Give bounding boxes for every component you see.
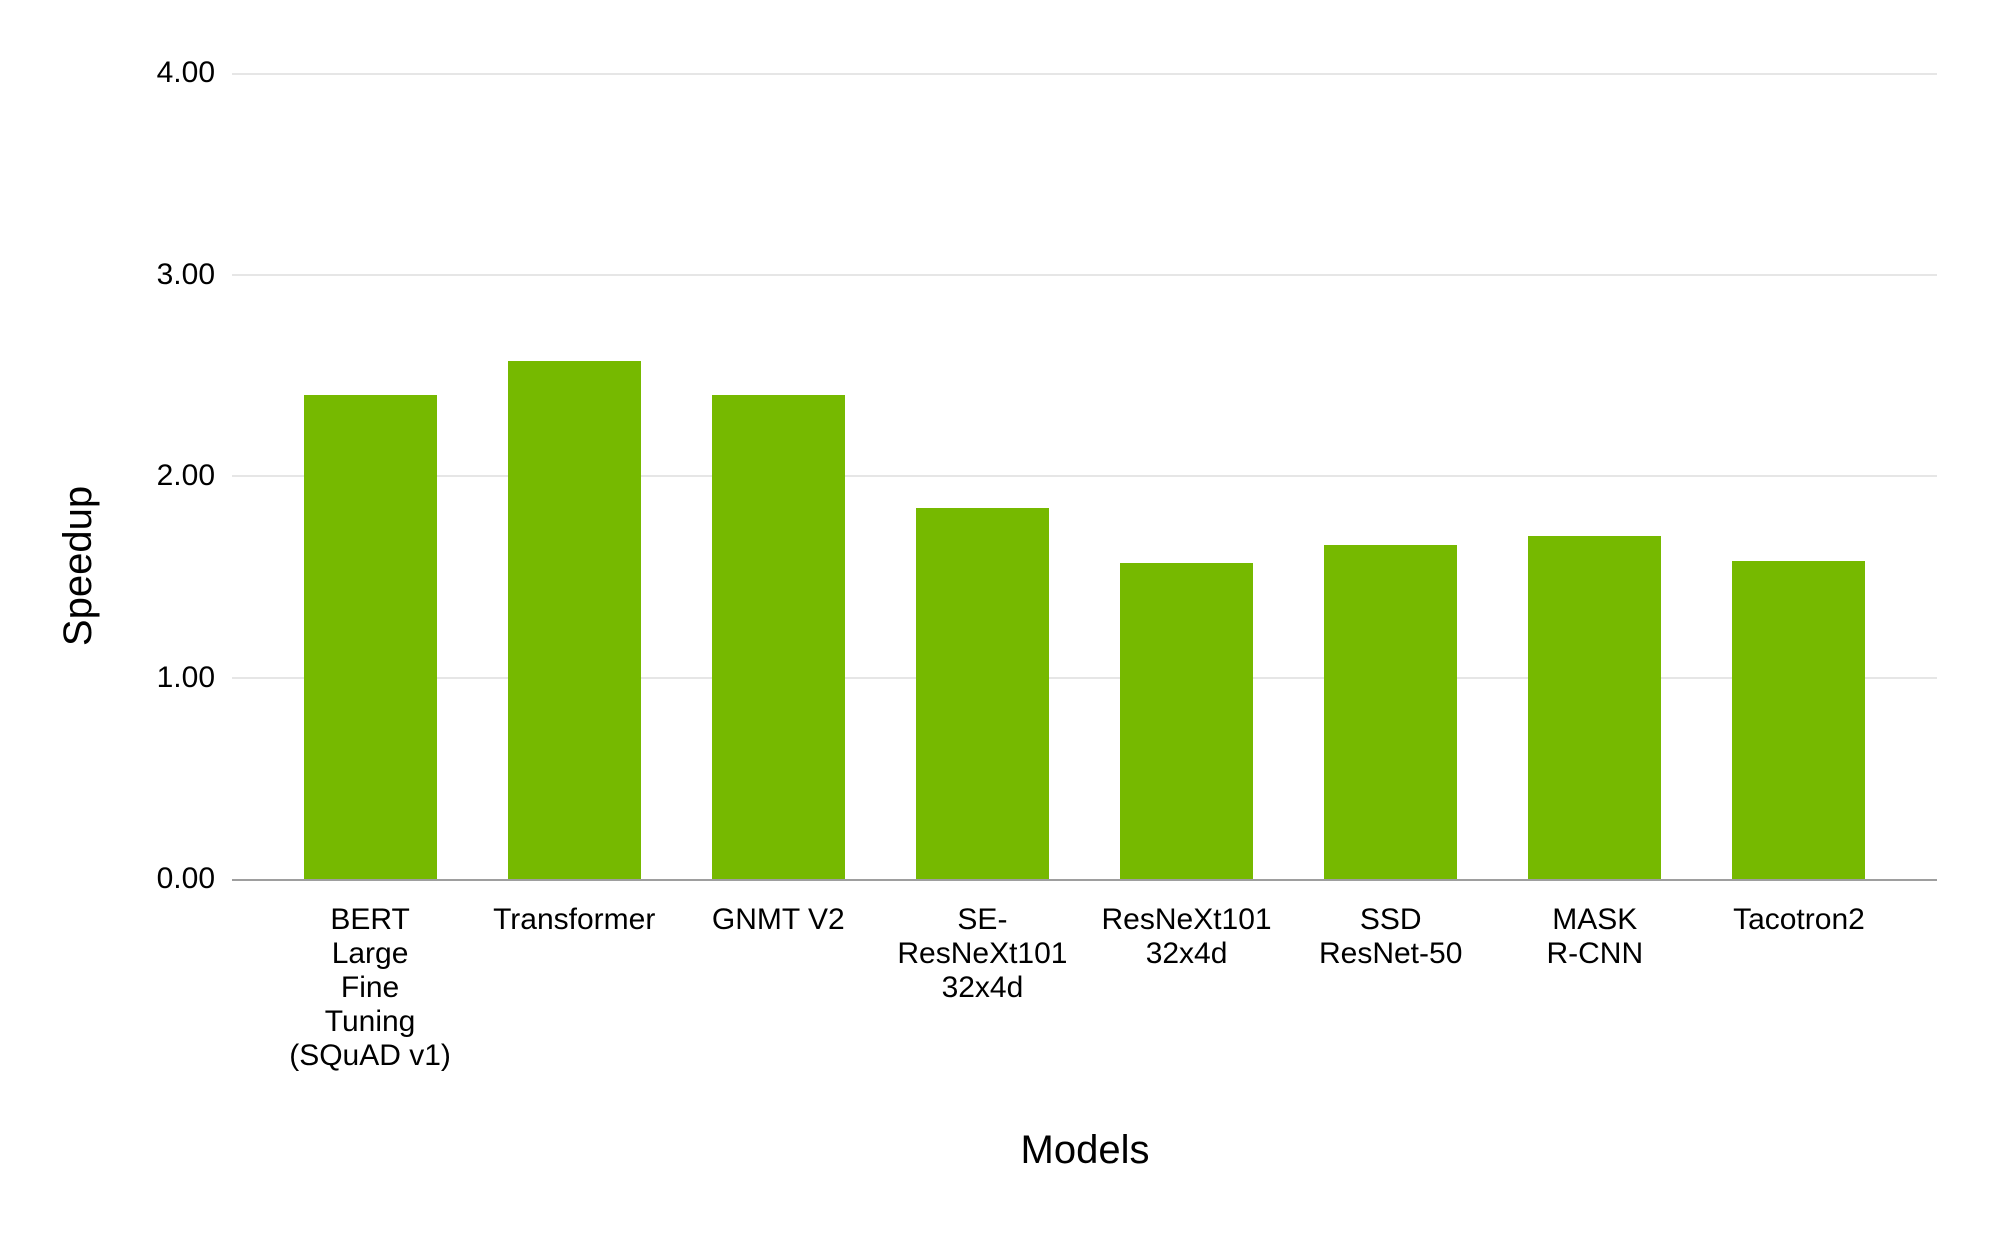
bar-slot [472,73,676,879]
category-label: BERT Large Fine Tuning (SQuAD v1) [289,903,451,1072]
bar-se-resnext101-32x4d [915,508,1049,879]
bar-resnext101-32x4d [1120,562,1254,879]
gridline-4.00 [232,73,1937,75]
gridline-3.00 [232,273,1937,276]
y-tick-label: 4.00 [156,56,215,89]
bar-slot [676,73,880,879]
bar-slot [1493,73,1697,879]
y-tick-label: 0.00 [156,862,215,895]
bars-row [232,73,1937,879]
plot-area [232,73,1937,881]
bar-slot [1289,73,1493,879]
y-tick-label: 3.00 [156,257,215,291]
category-label: MASK R-CNN [1546,903,1644,970]
bar-gnmt-v2 [711,395,845,879]
category-label: SE- ResNeXt101 32x4d [897,903,1068,1004]
bar-tacotron2 [1732,560,1866,879]
category-label: SSD ResNet-50 [1318,903,1463,970]
x-axis-title: Models [1020,1128,1150,1172]
bar-bert-large-fine-tuning-squad-v1 [303,395,437,879]
gridline-2.00 [232,475,1937,477]
category-label: Tacotron2 [1733,903,1865,936]
bar-slot [1697,73,1901,879]
bar-mask-r-cnn [1528,536,1662,879]
bar-ssd-resnet-50 [1324,544,1458,879]
category-label: Transformer [493,903,656,936]
bar-slot [880,73,1084,879]
y-axis-tick-labels: 0.00 1.00 2.00 3.00 4.00 [0,58,215,894]
bar-slot [268,73,472,879]
x-axis-category-labels: BERT Large Fine Tuning (SQuAD v1) Transfo… [232,903,1937,1073]
gridline-1.00 [232,676,1937,679]
bar-transformer [507,361,641,879]
category-label: ResNeXt101 32x4d [1101,903,1272,970]
y-tick-label: 1.00 [156,660,215,694]
bar-slot [1085,73,1289,879]
category-label: GNMT V2 [711,903,845,936]
y-tick-label: 2.00 [156,459,215,492]
